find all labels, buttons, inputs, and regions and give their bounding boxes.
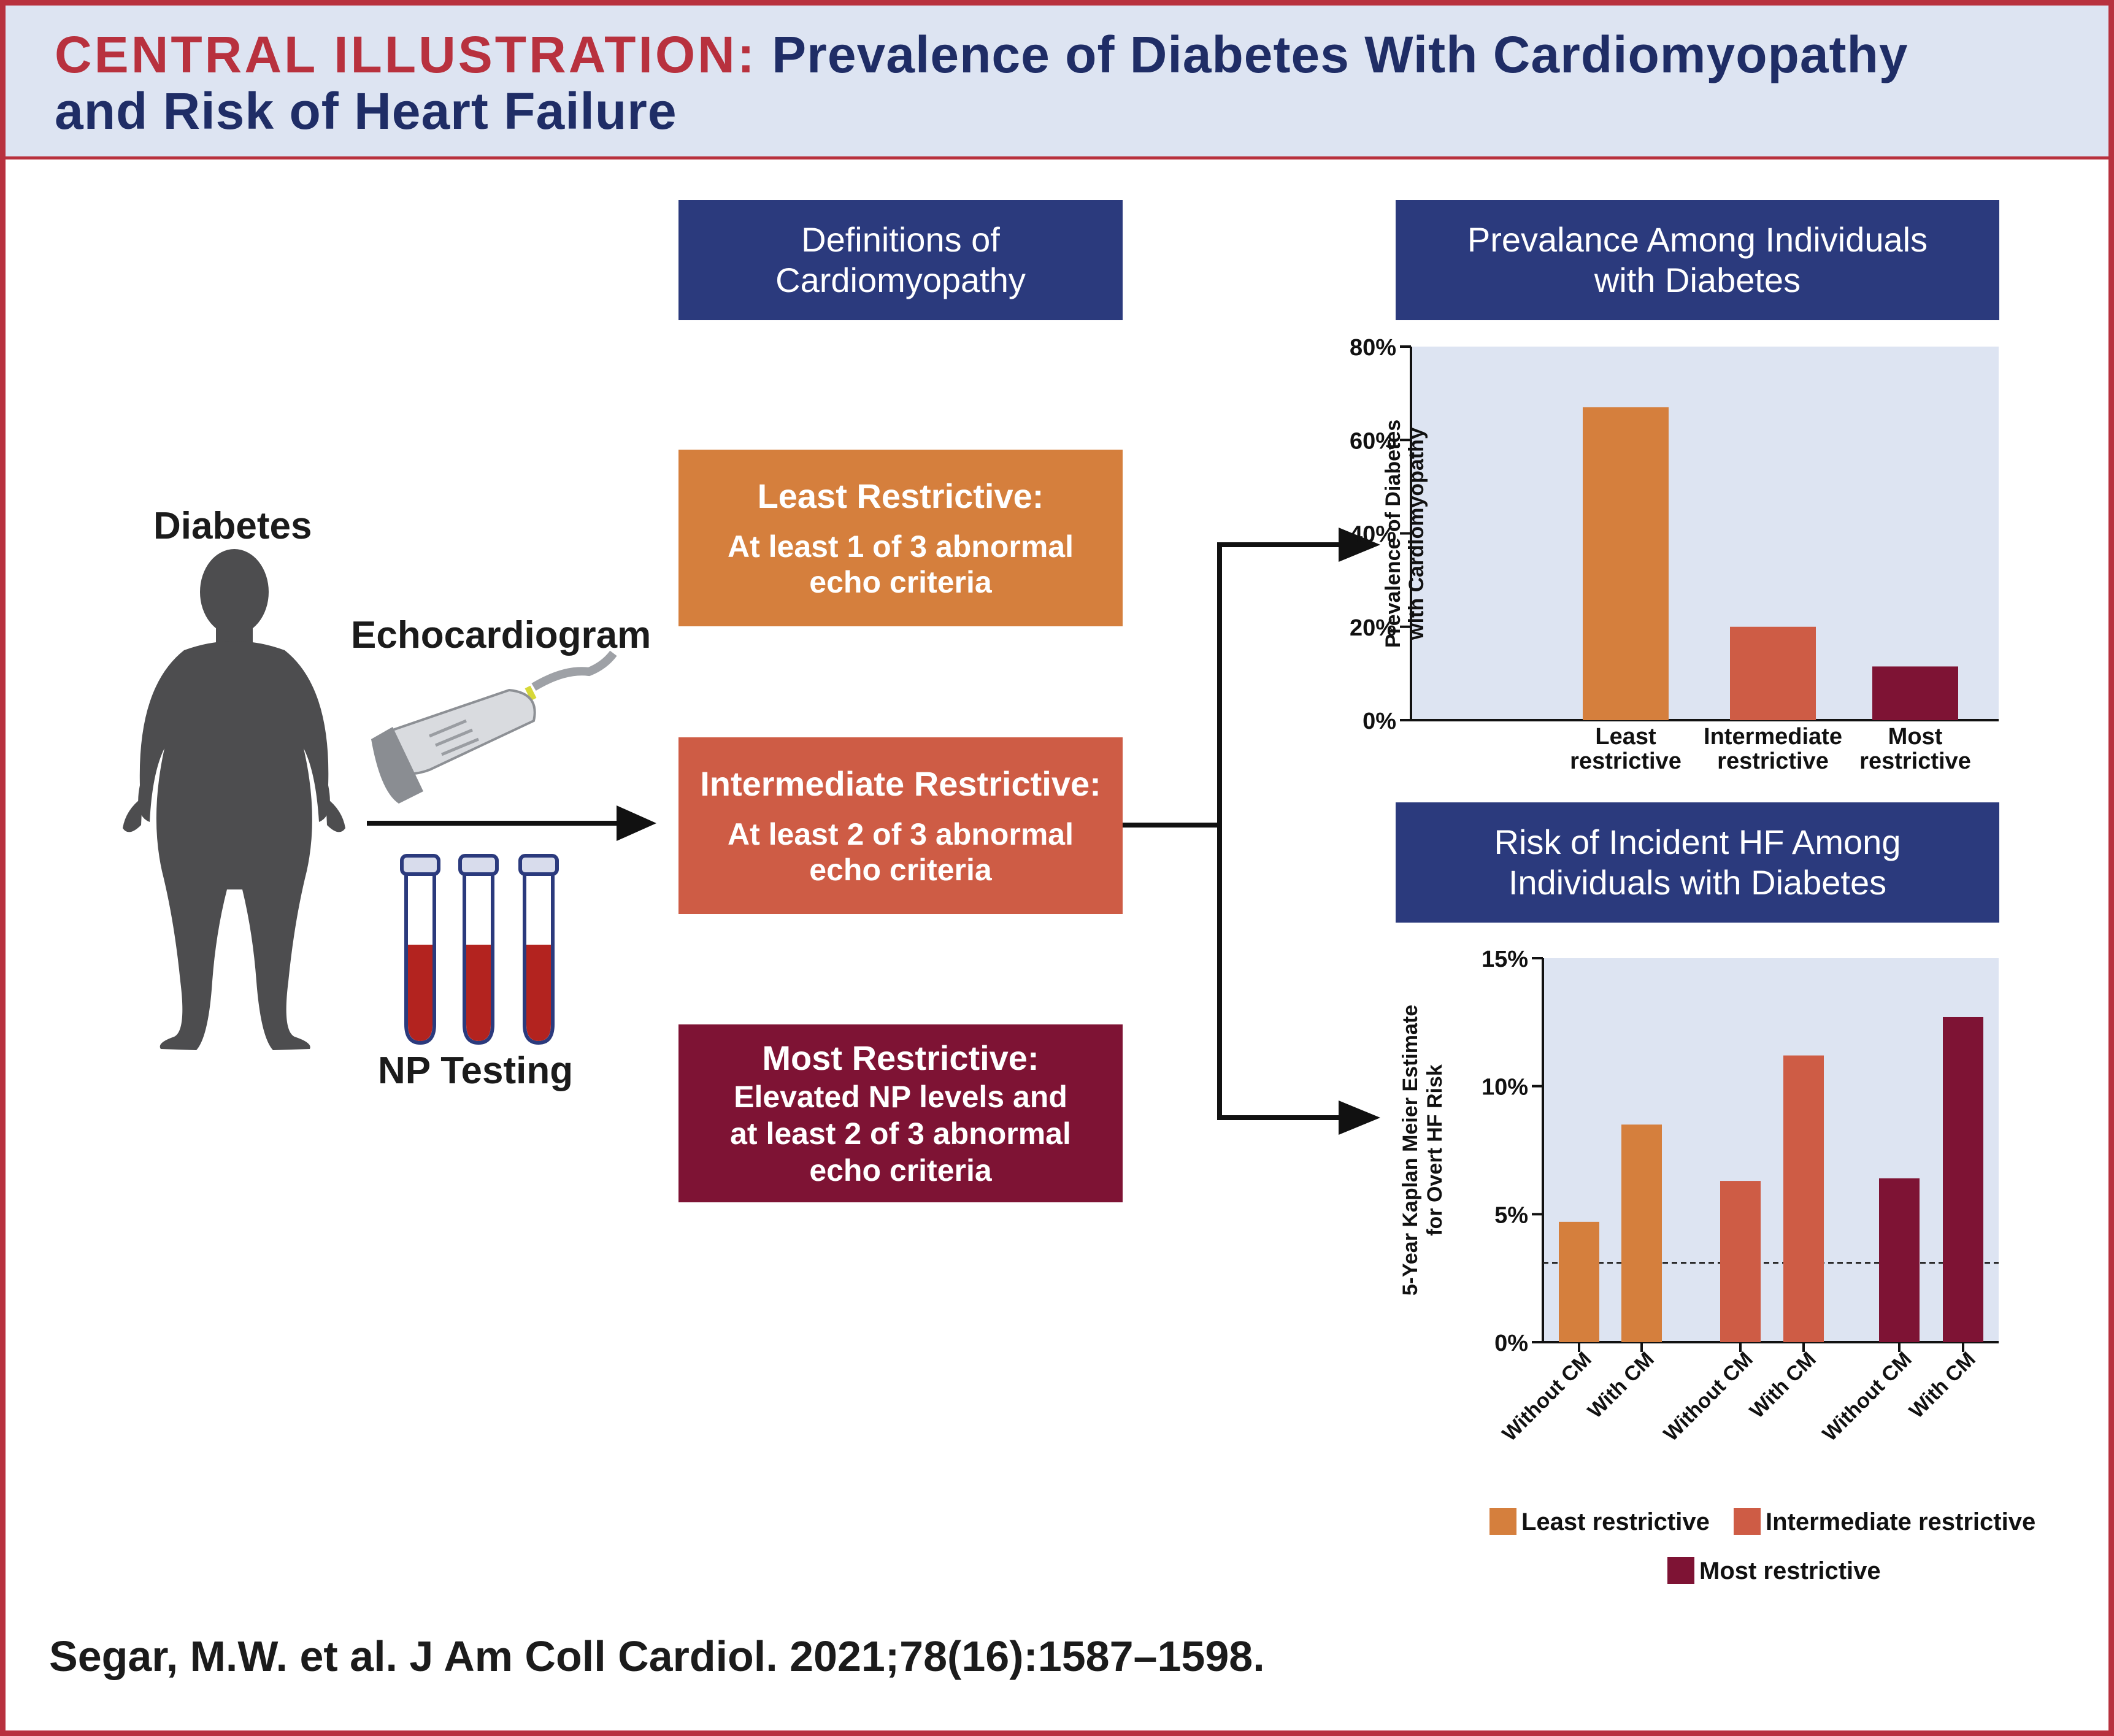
- risk-title-line2: Individuals with Diabetes: [1508, 863, 1887, 902]
- risk-y-tick-label: 15%: [1482, 947, 1528, 972]
- person-silhouette-icon: [123, 549, 345, 1050]
- ultrasound-probe-icon: [371, 650, 617, 804]
- intermediate-line-1: At least 2 of 3 abnormal: [727, 817, 1074, 851]
- arrow-head-risk-icon: [1339, 1100, 1380, 1135]
- legend-swatch: [1734, 1508, 1761, 1535]
- prevalence-y-tick-label: 0%: [1363, 709, 1396, 734]
- prevalence-y-tick-label: 80%: [1350, 335, 1396, 361]
- prevalence-x-label: Intermediate restrictive: [1704, 724, 1842, 774]
- most-line-2: at least 2 of 3 abnormal: [730, 1116, 1071, 1151]
- risk-plot-area: [1543, 958, 1999, 1342]
- prevalence-title-line1: Prevalance Among Individuals: [1467, 220, 1928, 259]
- prevalence-chart-title: Prevalance Among Individuals with Diabete…: [1396, 200, 1999, 320]
- legend-label: Intermediate restrictive: [1766, 1508, 2035, 1535]
- risk-x-label: Without CM: [1659, 1348, 1757, 1446]
- prevalence-bar: [1583, 407, 1669, 720]
- legend-swatch: [1489, 1508, 1516, 1535]
- legend-label: Least restrictive: [1521, 1508, 1710, 1535]
- title-line-1: Prevalence of Diabetes With Cardiomyopat…: [772, 26, 1908, 83]
- risk-bar: [1943, 1016, 1983, 1342]
- intermediate-restrictive-title: Intermediate Restrictive:: [700, 764, 1101, 803]
- most-restrictive-text: Elevated NP levels and at least 2 of 3 a…: [730, 1078, 1071, 1189]
- risk-bar: [1559, 1221, 1599, 1342]
- arrow-head-prevalence-icon: [1339, 528, 1380, 562]
- prevalence-bar: [1730, 626, 1816, 720]
- page-title: CENTRAL ILLUSTRATION: Prevalence of Diab…: [55, 26, 2079, 139]
- risk-x-label: Without CM: [1497, 1348, 1596, 1446]
- legend-label: Most restrictive: [1699, 1557, 1881, 1584]
- most-restrictive-box: Most Restrictive: Elevated NP levels and…: [678, 1024, 1123, 1202]
- risk-y-tick-label: 5%: [1494, 1202, 1528, 1228]
- risk-bar: [1879, 1178, 1920, 1342]
- least-restrictive-box: Least Restrictive: At least 1 of 3 abnor…: [678, 450, 1123, 626]
- arrow-to-charts-icon: [1123, 542, 1343, 1120]
- risk-x-label: With CM: [1583, 1348, 1659, 1423]
- prevalence-y-tick-label: 60%: [1350, 428, 1396, 454]
- arrow-to-definitions-icon: [367, 805, 656, 841]
- risk-bar: [1720, 1181, 1761, 1342]
- risk-y-tick-label: 10%: [1482, 1075, 1528, 1100]
- risk-x-label: Without CM: [1818, 1348, 1916, 1446]
- risk-y-axis-label: 5-Year Kaplan Meier Estimatefor Overt HF…: [1399, 1005, 1447, 1296]
- prevalence-x-label: Least restrictive: [1570, 724, 1682, 774]
- risk-chart-title: Risk of Incident HF Among Individuals wit…: [1396, 802, 1999, 923]
- intermediate-line-2: echo criteria: [809, 853, 992, 887]
- header-bar: CENTRAL ILLUSTRATION: Prevalence of Diab…: [6, 6, 2108, 159]
- prevalence-bar: [1872, 666, 1958, 720]
- risk-title-line1: Risk of Incident HF Among: [1494, 823, 1901, 861]
- legend-swatch: [1667, 1557, 1694, 1584]
- np-testing-label: NP Testing: [378, 1050, 574, 1092]
- title-line-2: and Risk of Heart Failure: [55, 82, 677, 140]
- least-restrictive-title: Least Restrictive:: [757, 477, 1044, 515]
- blood-test-tubes-icon: [400, 854, 559, 1045]
- risk-bar: [1621, 1124, 1662, 1342]
- prevalence-y-tick-label: 20%: [1350, 615, 1396, 641]
- definitions-header: Definitions of Cardiomyopathy: [678, 200, 1123, 320]
- intermediate-restrictive-text: At least 2 of 3 abnormal echo criteria: [728, 816, 1074, 888]
- least-restrictive-text: At least 1 of 3 abnormal echo criteria: [728, 529, 1074, 600]
- definitions-header-line1: Definitions of: [801, 220, 1000, 259]
- prevalence-x-label: Most restrictive: [1859, 724, 1971, 774]
- least-line-2: echo criteria: [809, 565, 992, 599]
- least-line-1: At least 1 of 3 abnormal: [727, 529, 1074, 564]
- citation: Segar, M.W. et al. J Am Coll Cardiol. 20…: [49, 1632, 1265, 1680]
- risk-x-label: With CM: [1745, 1348, 1821, 1423]
- intermediate-restrictive-box: Intermediate Restrictive: At least 2 of …: [678, 737, 1123, 914]
- prevalence-chart: 0% 20% 40% 60% 80% Least restrictive Intermedia…: [1350, 335, 1999, 774]
- most-line-1: Elevated NP levels and: [734, 1080, 1067, 1114]
- risk-bar: [1783, 1055, 1824, 1342]
- echocardiogram-label: Echocardiogram: [351, 614, 651, 656]
- prevalence-y-tick-label: 40%: [1350, 522, 1396, 548]
- prevalence-plot-area: [1411, 347, 1999, 720]
- prevalence-y-axis-label: Prevalence of Diabeteswith Cardiomyopath…: [1382, 420, 1428, 648]
- central-illustration-label: CENTRAL ILLUSTRATION:: [55, 26, 757, 83]
- diabetes-label: Diabetes: [153, 505, 312, 547]
- risk-x-label: With CM: [1905, 1348, 1980, 1423]
- prevalence-title-line2: with Diabetes: [1594, 261, 1801, 299]
- definitions-header-line2: Cardiomyopathy: [775, 261, 1026, 299]
- risk-y-tick-label: 0%: [1494, 1331, 1528, 1356]
- most-line-3: echo criteria: [809, 1153, 992, 1188]
- most-restrictive-title: Most Restrictive:: [762, 1039, 1039, 1077]
